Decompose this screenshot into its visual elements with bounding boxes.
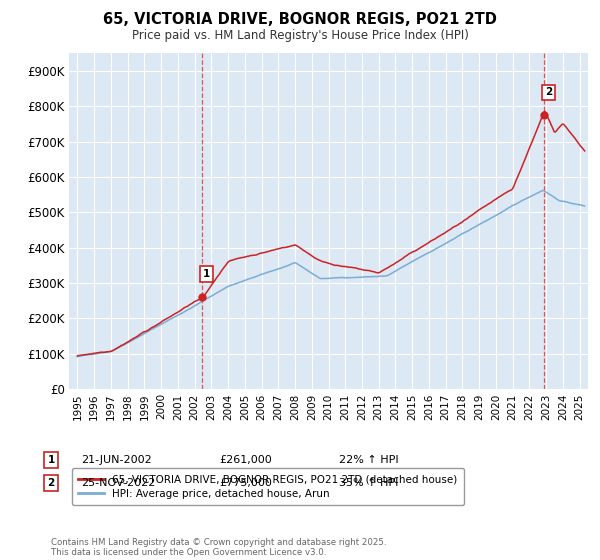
- Text: £775,000: £775,000: [219, 478, 272, 488]
- Text: 2: 2: [47, 478, 55, 488]
- Text: £261,000: £261,000: [219, 455, 272, 465]
- Legend: 65, VICTORIA DRIVE, BOGNOR REGIS, PO21 2TD (detached house), HPI: Average price,: 65, VICTORIA DRIVE, BOGNOR REGIS, PO21 2…: [71, 468, 464, 505]
- Text: 35% ↑ HPI: 35% ↑ HPI: [339, 478, 398, 488]
- Text: 22% ↑ HPI: 22% ↑ HPI: [339, 455, 398, 465]
- Text: 1: 1: [47, 455, 55, 465]
- Text: 65, VICTORIA DRIVE, BOGNOR REGIS, PO21 2TD: 65, VICTORIA DRIVE, BOGNOR REGIS, PO21 2…: [103, 12, 497, 27]
- Text: 25-NOV-2022: 25-NOV-2022: [81, 478, 155, 488]
- Text: 21-JUN-2002: 21-JUN-2002: [81, 455, 152, 465]
- Text: 1: 1: [203, 269, 210, 279]
- Text: 2: 2: [545, 87, 552, 97]
- Text: Price paid vs. HM Land Registry's House Price Index (HPI): Price paid vs. HM Land Registry's House …: [131, 29, 469, 42]
- Text: Contains HM Land Registry data © Crown copyright and database right 2025.
This d: Contains HM Land Registry data © Crown c…: [51, 538, 386, 557]
